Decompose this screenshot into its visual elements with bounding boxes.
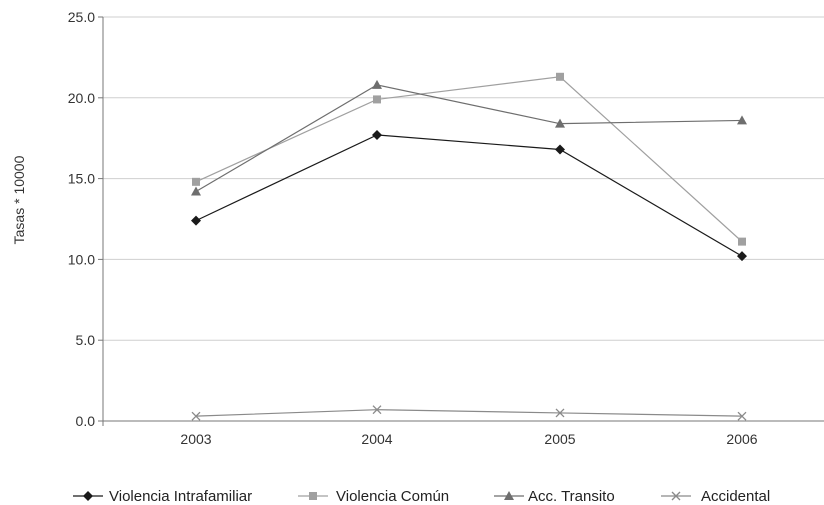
data-point-violencia-intrafamiliar bbox=[555, 144, 565, 155]
data-point-accidental bbox=[737, 411, 747, 421]
legend-marker bbox=[671, 491, 681, 501]
x-tick-label: 2003 bbox=[180, 431, 211, 447]
data-point-violencia-comun bbox=[738, 237, 746, 246]
data-point-accidental bbox=[372, 405, 382, 415]
axes: 0.0 5.0 10.0 15.0 20.0 25.0 2003 2004 2005 2006 Ta… bbox=[11, 9, 824, 447]
data-point-acc-transito bbox=[191, 186, 201, 196]
legend-item-violencia-intrafamiliar: Violencia Intrafamiliar bbox=[73, 488, 252, 505]
data-point-violencia-intrafamiliar bbox=[737, 251, 747, 262]
x-marker-stroke bbox=[191, 411, 201, 421]
x-marker-stroke bbox=[671, 491, 681, 501]
y-tick-label: 25.0 bbox=[68, 9, 95, 25]
legend-label: Violencia Común bbox=[336, 488, 449, 505]
x-tick-label: 2006 bbox=[726, 431, 757, 447]
y-tick-label: 10.0 bbox=[68, 251, 95, 267]
legend: Violencia Intrafamiliar Violencia Común Ac… bbox=[73, 488, 770, 505]
legend-item-violencia-comun: Violencia Común bbox=[298, 488, 449, 505]
y-tick-label: 15.0 bbox=[68, 171, 95, 187]
x-tick-label: 2004 bbox=[361, 431, 392, 447]
grid-lines bbox=[103, 16, 824, 341]
series-line-violencia-comun bbox=[195, 76, 743, 243]
x-marker-stroke bbox=[737, 411, 747, 421]
legend-label: Violencia Intrafamiliar bbox=[109, 488, 252, 505]
legend-marker bbox=[309, 492, 317, 500]
legend-marker bbox=[504, 491, 514, 500]
data-point-acc-transito bbox=[737, 115, 747, 125]
y-tick-label: 0.0 bbox=[76, 413, 96, 429]
legend-marker bbox=[83, 491, 93, 501]
legend-item-acc-transito: Acc. Transito bbox=[494, 488, 615, 505]
data-point-violencia-comun bbox=[192, 177, 200, 186]
data-point-violencia-intrafamiliar bbox=[372, 129, 382, 140]
data-point-violencia-comun bbox=[373, 95, 381, 104]
y-tick-label: 5.0 bbox=[76, 332, 96, 348]
series-lines bbox=[191, 72, 747, 421]
data-point-accidental bbox=[555, 408, 565, 418]
legend-label: Accidental bbox=[701, 488, 770, 505]
data-point-acc-transito bbox=[555, 118, 565, 128]
data-point-violencia-intrafamiliar bbox=[191, 215, 201, 226]
data-point-acc-transito bbox=[372, 79, 382, 89]
x-marker-stroke bbox=[555, 408, 565, 418]
y-axis-title: Tasas * 10000 bbox=[11, 155, 27, 244]
legend-label: Acc. Transito bbox=[528, 488, 615, 505]
series-line-accidental bbox=[195, 409, 743, 417]
legend-item-accidental: Accidental bbox=[661, 488, 770, 505]
series-line-acc-transito bbox=[195, 84, 743, 193]
x-tick-label: 2005 bbox=[544, 431, 575, 447]
y-tick-label: 20.0 bbox=[68, 90, 95, 106]
series-line-violencia-intrafamiliar bbox=[195, 134, 743, 257]
x-marker-stroke bbox=[372, 405, 382, 415]
data-point-accidental bbox=[191, 411, 201, 421]
data-point-violencia-comun bbox=[556, 72, 564, 81]
